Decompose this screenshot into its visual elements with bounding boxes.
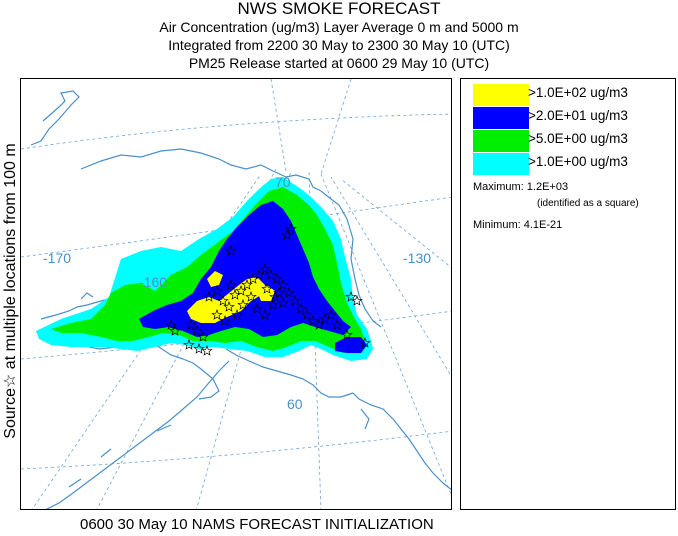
forecast-title: NWS SMOKE FORECAST <box>237 0 441 18</box>
source-star-icon <box>253 268 265 280</box>
source-star-icon <box>273 286 285 298</box>
source-star-icon <box>277 296 289 308</box>
source-star-icon <box>289 294 301 306</box>
maximum-value: Maximum: 1.2E+03 <box>473 181 569 193</box>
plume-yellow-east <box>257 285 275 301</box>
source-star-icon <box>331 318 343 330</box>
legend-label-blue: >2.0E+01 ug/m3 <box>528 108 628 123</box>
source-star-icon <box>241 278 253 290</box>
smoke-map: -170 -160 -130 70 60 <box>21 79 451 509</box>
source-star-icon <box>277 278 289 290</box>
legend-swatch-cyan <box>473 153 529 175</box>
source-star-icon <box>211 284 223 296</box>
source-star-icon <box>341 328 353 340</box>
source-star-icon <box>259 262 271 274</box>
map-panel: -170 -160 -130 70 60 <box>20 78 452 510</box>
source-star-icon <box>251 302 263 314</box>
source-star-icon <box>345 290 357 302</box>
source-star-icon <box>283 286 295 298</box>
plume-blue-southeast <box>335 337 367 353</box>
source-star-icon <box>261 282 273 294</box>
coastline <box>30 90 451 509</box>
forecast-initialization-caption: 0600 30 May 10 NAMS FORECAST INITIALIZAT… <box>80 516 434 533</box>
plume-blue-layer <box>139 201 351 337</box>
source-star-icon <box>295 302 307 314</box>
legend-label-cyan: >1.0E+00 ug/m3 <box>528 154 628 169</box>
source-star-icon <box>269 290 281 302</box>
source-star-icon <box>281 228 293 240</box>
source-star-icon <box>225 244 237 256</box>
source-star-icon <box>285 222 297 234</box>
source-star-icon <box>191 324 203 336</box>
source-star-icon <box>231 308 243 320</box>
source-star-icon <box>223 300 235 312</box>
source-star-icon <box>185 318 197 330</box>
integration-period: Integrated from 2200 30 May to 2300 30 M… <box>168 37 510 53</box>
fire-source-markers <box>165 222 371 356</box>
source-star-icon <box>259 308 271 320</box>
source-star-icon <box>183 338 195 350</box>
source-star-icon <box>245 290 257 302</box>
source-star-icon <box>307 314 319 326</box>
source-star-icon <box>201 344 213 356</box>
source-star-icon <box>193 342 205 354</box>
source-star-icon <box>197 330 209 342</box>
source-location-label: Source☆ at multiple locations from 100 m <box>2 143 19 439</box>
source-star-icon <box>265 268 277 280</box>
lat-label-70: 70 <box>275 174 291 190</box>
lon-label-minus-160: -160 <box>139 274 167 290</box>
source-star-icon <box>359 336 371 348</box>
legend-label-green: >5.0E+00 ug/m3 <box>528 131 628 146</box>
minimum-value: Minimum: 4.1E-21 <box>473 219 563 231</box>
source-star-icon <box>211 308 223 320</box>
legend-panel: >1.0E+02 ug/m3 >2.0E+01 ug/m3 >5.0E+00 u… <box>460 78 676 510</box>
release-start: PM25 Release started at 0600 29 May 10 (… <box>188 55 490 71</box>
legend-swatch-green <box>473 130 529 152</box>
source-star-icon <box>217 294 229 306</box>
plume-yellow-north <box>207 271 223 287</box>
source-star-icon <box>351 294 363 306</box>
lat-label-60: 60 <box>287 396 303 412</box>
source-star-icon <box>325 308 337 320</box>
source-star-icon <box>271 272 283 284</box>
source-star-icon <box>313 318 325 330</box>
source-star-icon <box>169 324 181 336</box>
source-star-icon <box>219 314 231 326</box>
lon-label-minus-170: -170 <box>43 250 71 266</box>
lon-label-minus-130: -130 <box>403 250 431 266</box>
source-star-icon <box>203 290 215 302</box>
smoke-plume <box>36 177 373 361</box>
maximum-note: (identified as a square) <box>537 198 639 209</box>
concentration-subtitle: Air Concentration (ug/m3) Layer Average … <box>159 19 519 35</box>
source-star-icon <box>165 318 177 330</box>
source-star-icon <box>235 284 247 296</box>
source-star-icon <box>237 298 249 310</box>
legend-swatch-blue <box>473 107 529 129</box>
source-star-icon <box>301 308 313 320</box>
legend-label-yellow: >1.0E+02 ug/m3 <box>528 85 628 100</box>
source-star-icon <box>267 298 279 310</box>
source-star-icon <box>225 278 237 290</box>
legend-swatch-yellow <box>473 84 529 106</box>
